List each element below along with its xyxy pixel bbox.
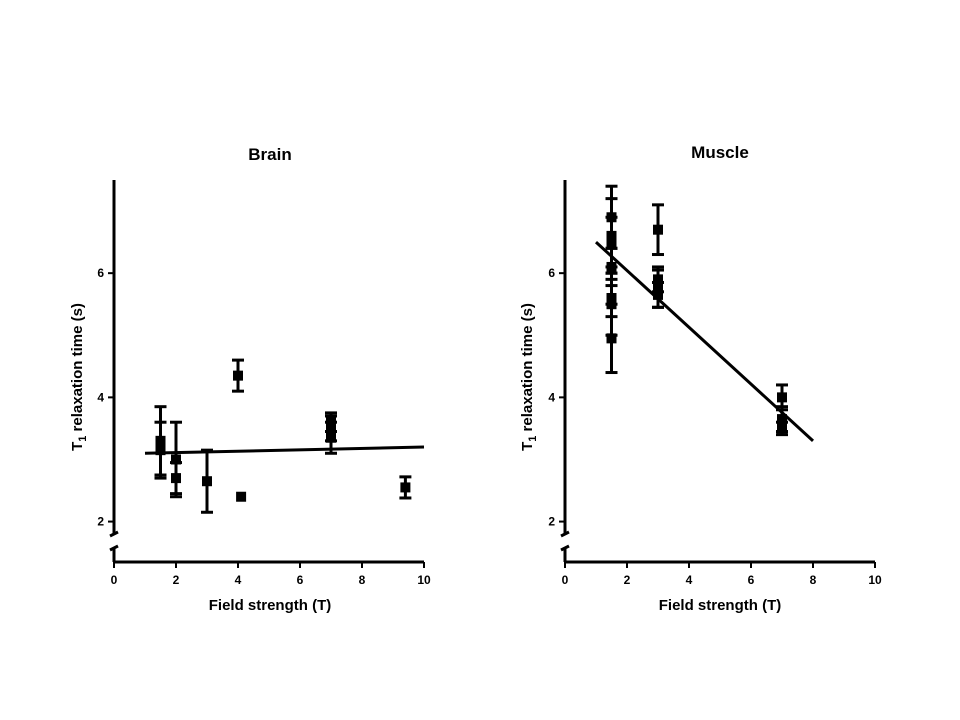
y-tick-label: 4 [97,390,104,404]
y-axis-label-rest: relaxation time (s) [69,303,86,436]
regression-line [144,445,425,455]
brain-panel: Brain Field strength (T) T1 relaxation t… [69,145,431,614]
y-axis-label-main: T [69,442,86,451]
chart-title: Muscle [691,143,749,162]
x-tick-label: 8 [359,573,366,587]
chart-title: Brain [248,145,291,164]
y-tick-label: 6 [548,266,555,280]
data-point [653,224,663,235]
y-axis-label-main: T [519,442,536,451]
data-point [653,289,663,300]
y-tick-label: 6 [97,266,104,280]
x-tick-label: 6 [297,573,304,587]
data-point [236,491,247,502]
x-tick-label: 4 [686,573,693,587]
data-point [606,237,617,248]
data-point [233,370,243,381]
axis-break-mark [109,530,119,538]
data-point [777,423,787,434]
data-point [777,414,787,425]
y-axis-label: T1 relaxation time (s) [69,303,89,451]
muscle-panel: Muscle Field strength (T) T1 relaxation … [519,143,882,614]
y-axis-label-subscript: 1 [527,436,539,442]
data-point [171,454,181,465]
axis-break-mark [560,530,570,538]
y-tick-label: 2 [548,515,555,529]
x-tick-label: 0 [562,573,569,587]
y-axis-label-rest: relaxation time (s) [519,303,536,436]
x-tick-label: 2 [624,573,631,587]
x-tick-label: 10 [417,573,431,587]
y-axis-label-subscript: 1 [77,436,89,442]
x-tick-label: 0 [111,573,118,587]
axis-break-mark [560,544,570,552]
data-point [606,333,617,344]
x-tick-label: 6 [748,573,755,587]
x-tick-label: 10 [868,573,882,587]
data-point [202,476,212,487]
x-tick-label: 8 [810,573,817,587]
data-point [777,392,787,403]
data-point [171,473,181,484]
data-point [155,445,166,456]
y-axis-label: T1 relaxation time (s) [519,303,539,451]
data-point [400,482,411,493]
y-tick-label: 4 [548,390,555,404]
axis-break-mark [109,544,119,552]
y-tick-label: 2 [97,515,104,529]
x-axis-label: Field strength (T) [209,597,332,614]
data-point [326,432,336,443]
data-point [606,261,617,272]
x-tick-label: 2 [173,573,180,587]
x-axis-label: Field strength (T) [659,597,782,614]
x-tick-label: 4 [235,573,242,587]
